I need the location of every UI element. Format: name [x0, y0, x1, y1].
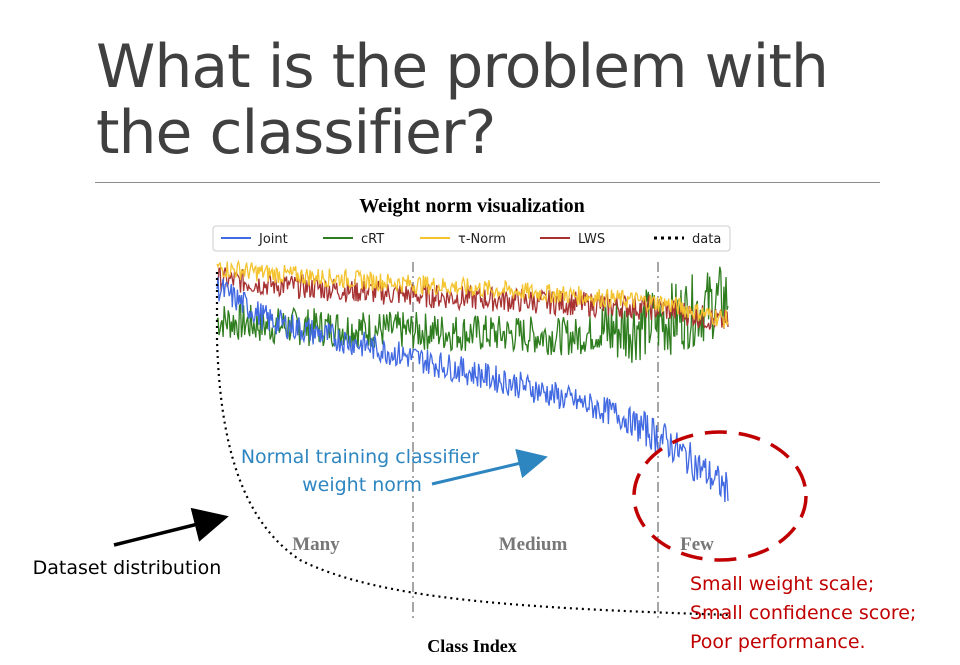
legend-label-1: cRT	[361, 232, 384, 247]
title-divider	[95, 182, 880, 183]
slide-title-line-2: the classifier?	[96, 98, 496, 168]
region-label-few: Few	[680, 534, 714, 555]
blue-annotation-line-1: Normal training classifier	[241, 446, 480, 468]
chart-legend: Joint cRT τ-Norm LWS data	[212, 225, 731, 252]
legend-label-4: data	[692, 232, 721, 247]
series-line-norm	[216, 259, 729, 329]
region-label-many: Many	[292, 534, 340, 555]
dataset-distribution-label: Dataset distribution	[33, 557, 222, 579]
blue-annotation-arrow	[431, 448, 548, 486]
blue-annotation-line-2: weight norm	[302, 474, 422, 496]
dataset-distribution-arrow	[113, 507, 229, 547]
chart-title: Weight norm visualization	[359, 195, 585, 217]
x-axis-label: Class Index	[427, 636, 517, 656]
few-region-highlight-ellipse	[632, 430, 808, 562]
slide-title: What is the problem with the classifier?	[96, 34, 916, 166]
legend-label-2: τ-Norm	[458, 232, 506, 247]
red-annotation-line-1: Small weight scale;	[690, 573, 874, 595]
red-annotation-line-2: Small confidence score;	[690, 602, 916, 624]
legend-box	[212, 225, 731, 252]
series-layer	[216, 259, 729, 503]
slide-title-line-1: What is the problem with	[96, 32, 829, 102]
series-line-joint	[216, 276, 729, 503]
dataset-distribution-curve	[215, 272, 731, 617]
region-label-medium: Medium	[499, 534, 568, 555]
legend-label-3: LWS	[578, 232, 605, 247]
red-annotation-line-3: Poor performance.	[690, 631, 866, 653]
legend-label-0: Joint	[258, 232, 288, 247]
